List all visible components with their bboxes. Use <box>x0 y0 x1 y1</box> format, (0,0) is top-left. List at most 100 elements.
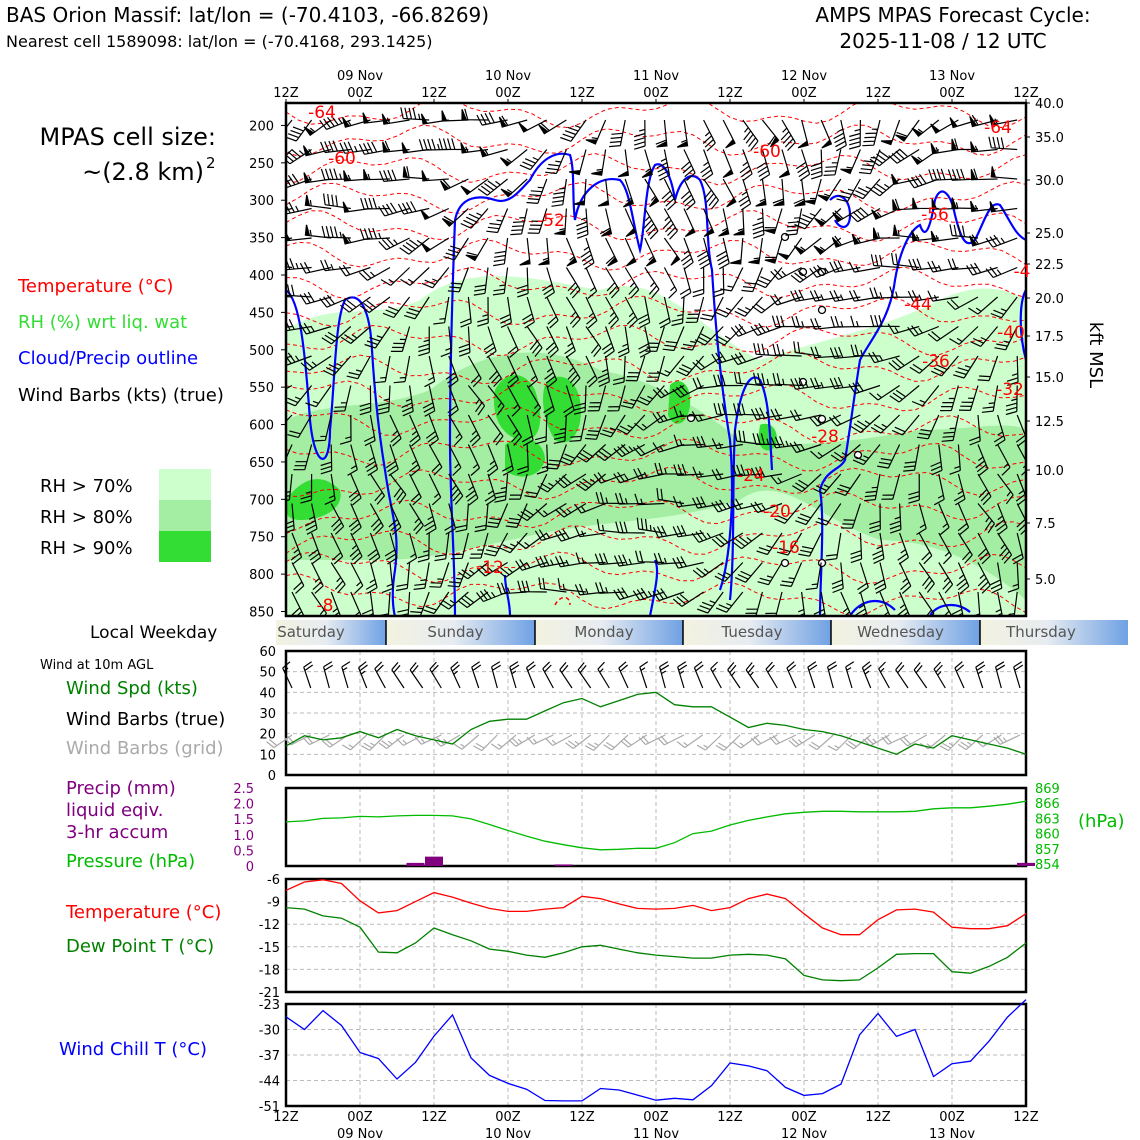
pressure-axis: 200 250 300 350 400 450 500 550 600 650 700 750 800 8… <box>249 119 286 621</box>
cross-section-wind-barb <box>447 267 469 293</box>
grid-wind-barb <box>378 734 405 749</box>
grid-wind-barb <box>881 734 909 745</box>
cross-section-wind-barb <box>597 355 610 387</box>
cross-section-wind-barb <box>492 267 509 296</box>
cross-section-wind-barb <box>448 414 463 447</box>
cross-section-wind-barb <box>981 385 999 413</box>
cross-section-wind-barb <box>477 296 489 327</box>
grid-wind-barb <box>302 734 330 746</box>
cross-section-wind-barb <box>895 119 920 142</box>
cross-section-wind-barb <box>770 266 802 281</box>
cross-section-wind-barb <box>555 473 587 489</box>
cross-section-wind-barb <box>401 385 414 417</box>
weekday-segment <box>683 620 831 645</box>
cross-section-wind-barb <box>388 503 402 535</box>
temperature-line <box>285 879 1027 936</box>
cross-section-wind-barb <box>585 296 598 329</box>
cross-section-wind-barb <box>975 444 989 477</box>
cross-section-wind-barb <box>774 503 803 524</box>
cross-section-wind-barb <box>422 385 436 417</box>
cross-section-wind-barb <box>673 434 704 447</box>
cross-section-wind-barb <box>340 326 371 345</box>
cross-section-wind-barb <box>750 407 783 420</box>
legend-rh80-label: RH > 80% <box>40 507 133 528</box>
grid-wind-barb <box>939 734 965 752</box>
cross-section-wind-barb <box>534 529 567 541</box>
cross-section-wind-barb <box>793 237 822 255</box>
cross-section-wind-barb <box>286 414 293 423</box>
cross-section-wind-barb <box>304 503 318 535</box>
pressure-tick-label: 500 <box>249 344 274 359</box>
legend-rh90-label: RH > 90% <box>40 538 133 559</box>
cross-section-wind-barb <box>933 473 945 506</box>
cross-section-wind-barb <box>889 286 920 298</box>
legend-cloud-outline: Cloud/Precip outline <box>18 348 198 369</box>
cross-section-wind-barb <box>957 503 970 536</box>
cross-section-wind-barb <box>527 208 548 234</box>
cross-section-wind-barb <box>938 503 950 536</box>
cross-section-wind-barb <box>433 296 450 325</box>
cross-section-wind-barb <box>742 119 759 151</box>
cross-section-wind-barb <box>597 178 610 207</box>
cross-section-wind-barb <box>771 315 802 328</box>
temperature-contour-label: -64 <box>308 103 336 123</box>
cross-section-wind-barb <box>989 114 1018 126</box>
legend-wind-speed: Wind Spd (kts) <box>66 678 198 699</box>
cross-section-wind-barb <box>605 237 618 267</box>
cross-section-wind-barb <box>381 113 410 125</box>
cross-section-wind-barb <box>447 385 459 418</box>
cross-section-wind-barb <box>286 173 312 188</box>
cross-section-wind-barb <box>859 149 881 175</box>
cross-section-wind-barb <box>700 296 724 321</box>
cross-section-wind-barb <box>575 473 606 491</box>
cross-section-wind-barb <box>580 237 595 270</box>
cross-section-wind-barb <box>663 237 681 266</box>
cross-section-wind-barb <box>994 503 1008 536</box>
cross-section-wind-barb <box>829 290 861 302</box>
cross-section-wind-barb <box>733 371 763 387</box>
cross-section-wind-barb <box>535 502 567 518</box>
weekday-label: Tuesday <box>720 623 782 641</box>
nearest-cell-text: Nearest cell 1589098: lat/lon = (-70.416… <box>6 32 433 51</box>
cross-section-wind-barb <box>614 492 645 505</box>
cross-section-wind-barb <box>339 141 371 154</box>
cross-section-wind-barb <box>851 233 881 245</box>
cross-section-wind-barb <box>517 503 548 522</box>
cross-section-panel: -64 -60 -52 -60 -64 -56 -44 -40 -36 -32 -28 -24 -20 -… <box>249 69 1106 621</box>
cross-section-wind-barb <box>836 178 861 203</box>
true-wind-barb <box>861 661 872 689</box>
cross-section-wind-barb <box>323 193 351 210</box>
cross-section-wind-barb <box>810 377 841 390</box>
cross-section-wind-barb <box>467 385 486 416</box>
true-wind-barb <box>677 661 688 689</box>
cross-section-wind-barb <box>848 261 881 273</box>
true-wind-barb <box>895 662 909 689</box>
cross-section-wind-barb <box>421 170 449 182</box>
cross-section-wind-barb <box>476 561 508 577</box>
cross-section-wind-barb <box>780 562 803 587</box>
cross-section-wind-barb <box>308 532 322 565</box>
precip-bar <box>425 856 443 866</box>
cross-section-wind-barb <box>692 562 724 578</box>
cross-section-wind-barb <box>358 141 391 155</box>
cross-section-wind-barb <box>304 194 332 210</box>
weekday-label: Thursday <box>1005 623 1076 641</box>
cross-section-wind-barb <box>714 326 744 346</box>
cross-section-wind-barb <box>830 316 861 328</box>
temperature-axis-tick-label: -18 <box>259 963 280 978</box>
weekday-label: Wednesday <box>857 623 944 641</box>
grid-wind-barb <box>545 734 573 747</box>
cross-section-wind-barb <box>510 208 528 236</box>
cross-section-wind-barb <box>702 119 716 152</box>
cross-section-wind-barb <box>794 208 822 230</box>
cross-section-wind-barb <box>869 287 900 299</box>
cross-section-wind-barb <box>752 433 783 446</box>
cross-section-wind-barb <box>554 528 587 542</box>
cross-section-wind-barb <box>321 326 352 345</box>
wind-axis-tick-label: 10 <box>259 748 276 763</box>
cross-section-wind-barb <box>286 385 313 407</box>
wind-chill-panel: -23 -30 -37 -44 -51 <box>259 998 1028 1115</box>
kft-tick-label: 30.0 <box>1035 174 1064 189</box>
cross-section-wind-barb <box>420 237 450 253</box>
temperature-contour-label: -52 <box>537 211 565 231</box>
